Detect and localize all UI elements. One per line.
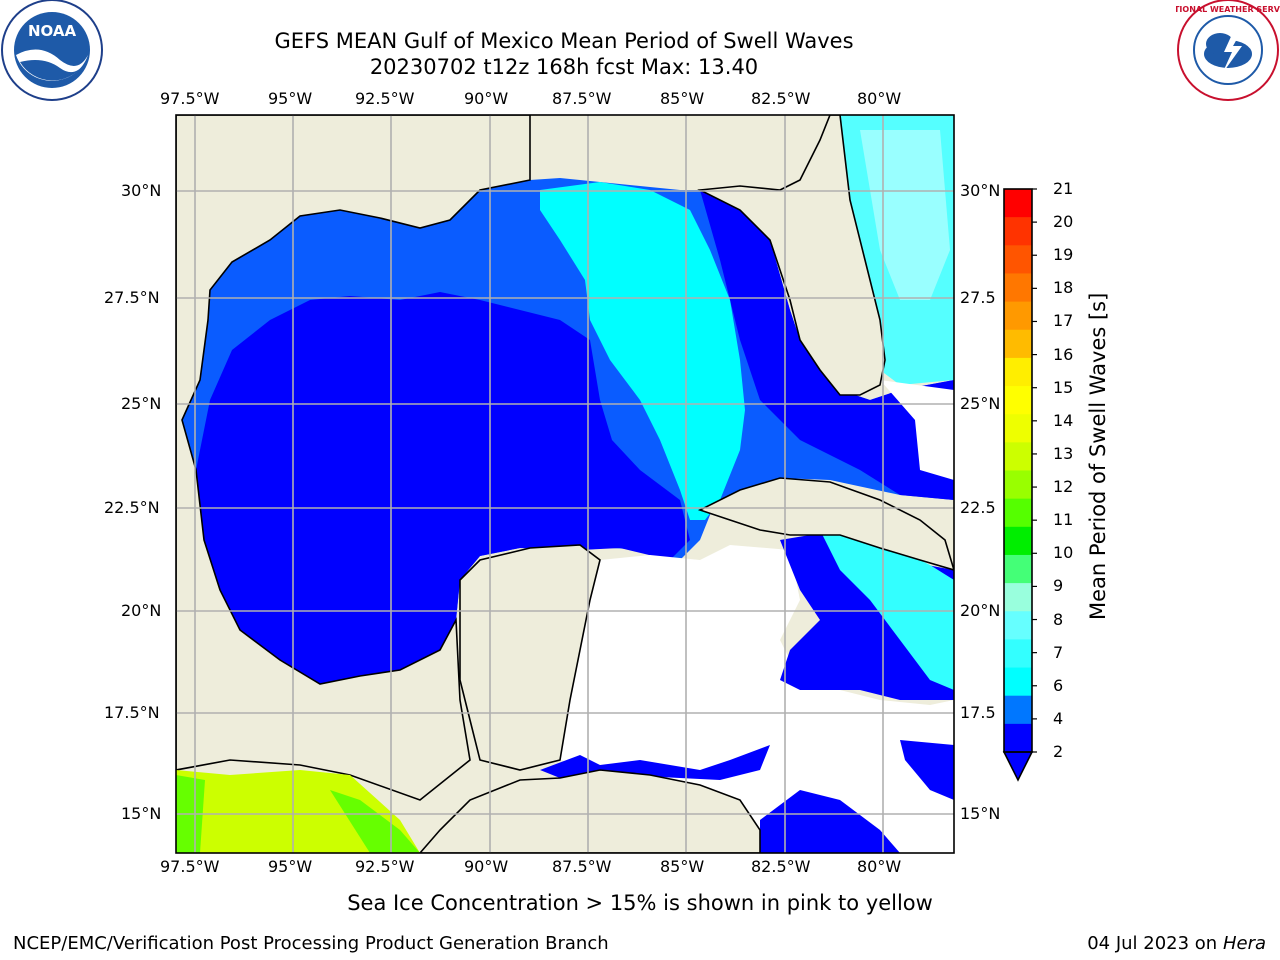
footer-machine: Hera	[1222, 933, 1266, 954]
colorbar-extend-arrow	[1002, 751, 1034, 782]
map-frame	[175, 114, 955, 854]
lon-label-top: 97.5°W	[160, 89, 220, 108]
colorbar-swatch	[1004, 667, 1032, 697]
colorbar-tick-label: 14	[1053, 410, 1074, 430]
colorbar-tick-label: 4	[1053, 708, 1064, 728]
lon-label-bottom: 82.5°W	[751, 857, 811, 876]
cuba-land	[697, 477, 954, 571]
chart-subtitle: 20230702 t12z 168h fcst Max: 13.40	[369, 55, 759, 79]
colorbar-tick-label: 19	[1053, 245, 1074, 265]
colorbar-swatch	[1004, 329, 1032, 359]
lon-label-top: 90°W	[464, 89, 509, 108]
colorbar-tick-label: 18	[1053, 278, 1074, 298]
colorbar-swatch	[1004, 301, 1032, 331]
lon-label-top: 95°W	[268, 89, 313, 108]
lon-label-top: 85°W	[660, 89, 705, 108]
lat-label-right: 15°N	[960, 804, 1001, 823]
nws-logo: NATIONAL WEATHER SERVICE	[1176, 0, 1280, 101]
swell-cyan-loop	[540, 182, 745, 520]
lat-label-right: 17.5	[960, 703, 996, 722]
colorbar-tick-label: 16	[1053, 344, 1074, 364]
colorbar-swatch	[1004, 217, 1032, 246]
colorbar-tick-label: 11	[1053, 510, 1074, 530]
colorbar	[1002, 188, 1037, 782]
colorbar-tick-label: 8	[1053, 609, 1064, 629]
noaa-logo: NOAA	[1, 0, 103, 101]
lon-label-bottom: 95°W	[268, 857, 313, 876]
lon-label-bottom: 90°W	[464, 857, 509, 876]
footer-date-text: 04 Jul 2023 on	[1087, 933, 1223, 954]
lon-label-bottom: 85°W	[660, 857, 705, 876]
central-america-land	[418, 769, 761, 853]
sea-ice-note: Sea Ice Concentration > 15% is shown in …	[0, 891, 1280, 915]
lat-label-right: 25°N	[960, 394, 1001, 413]
colorbar-tick-label: 13	[1053, 443, 1074, 463]
colorbar-swatch	[1004, 414, 1032, 443]
noaa-logo-text: NOAA	[28, 22, 77, 40]
colorbar-tick-label: 9	[1053, 576, 1064, 596]
swell-cyan-caribbean	[820, 530, 954, 690]
colorbar-swatch	[1004, 470, 1032, 500]
lat-label-left: 27.5°N	[104, 288, 160, 307]
colorbar-tick-label: 10	[1053, 543, 1074, 563]
swell-2s-east	[700, 190, 954, 500]
colorbar-tick-label: 21	[1053, 179, 1074, 198]
footer-date: 04 Jul 2023 on Hera	[1087, 933, 1266, 954]
colorbar-tick-label: 12	[1053, 477, 1074, 497]
mexico-land	[176, 115, 531, 801]
colorbar-swatch	[1004, 639, 1032, 669]
swell-2s-core	[196, 292, 690, 684]
colorbar-swatch	[1004, 695, 1032, 725]
chart-title: GEFS MEAN Gulf of Mexico Mean Period of …	[274, 29, 854, 53]
colorbar-swatch	[1004, 189, 1032, 218]
colorbar-swatch	[1004, 526, 1032, 556]
lon-label-top: 82.5°W	[751, 89, 811, 108]
colorbar-swatch	[1004, 273, 1032, 303]
swell-2s-south	[760, 790, 900, 853]
lat-label-left: 17.5°N	[104, 703, 160, 722]
colorbar-tick-label: 6	[1053, 675, 1064, 695]
colorbar-tick-label: 2	[1053, 742, 1064, 761]
lon-label-top: 80°W	[857, 89, 902, 108]
lat-label-right: 30°N	[960, 181, 1001, 200]
colorbar-swatch	[1004, 245, 1032, 275]
colorbar-swatch	[1004, 583, 1032, 612]
colorbar-label: Mean Period of Swell Waves [s]	[1086, 292, 1110, 620]
colorbar-tick-label: 7	[1053, 642, 1064, 662]
lat-label-right: 27.5	[960, 288, 996, 307]
no-data-florida-keys	[880, 380, 954, 480]
swell-2s-sw	[900, 740, 954, 800]
colorbar-frame	[1003, 188, 1033, 753]
lat-label-left: 25°N	[121, 394, 162, 413]
lat-label-right: 20°N	[960, 601, 1001, 620]
swell-pacific-green-east	[330, 790, 420, 853]
colorbar-swatch	[1004, 386, 1032, 415]
colorbar-swatch	[1004, 723, 1032, 753]
lon-label-bottom: 92.5°W	[355, 857, 415, 876]
footer-credit: NCEP/EMC/Verification Post Processing Pr…	[13, 933, 609, 954]
colorbar-swatch	[1004, 498, 1032, 528]
sea-ice-note-text: Sea Ice Concentration > 15% is shown in …	[347, 891, 933, 915]
colorbar-tick-label: 20	[1053, 212, 1074, 232]
colorbar-swatch	[1004, 554, 1032, 584]
lon-label-bottom: 97.5°W	[160, 857, 220, 876]
lat-label-left: 30°N	[121, 181, 162, 200]
colorbar-swatch	[1004, 442, 1032, 472]
graticule	[176, 115, 954, 853]
colorbar-swatch	[1004, 611, 1032, 640]
colorbar-swatch	[1004, 357, 1032, 387]
colorbar-tick-label: 15	[1053, 377, 1074, 397]
lon-label-top: 92.5°W	[355, 89, 415, 108]
lat-label-left: 22.5°N	[104, 498, 160, 517]
lat-label-left: 15°N	[121, 804, 162, 823]
lat-label-right: 22.5	[960, 498, 996, 517]
colorbar-tick-label: 17	[1053, 311, 1074, 331]
lat-label-left: 20°N	[121, 601, 162, 620]
lon-label-bottom: 80°W	[857, 857, 902, 876]
nws-logo-text: NATIONAL WEATHER SERVICE	[1176, 5, 1280, 14]
lon-label-top: 87.5°W	[552, 89, 612, 108]
lon-label-bottom: 87.5°W	[552, 857, 612, 876]
